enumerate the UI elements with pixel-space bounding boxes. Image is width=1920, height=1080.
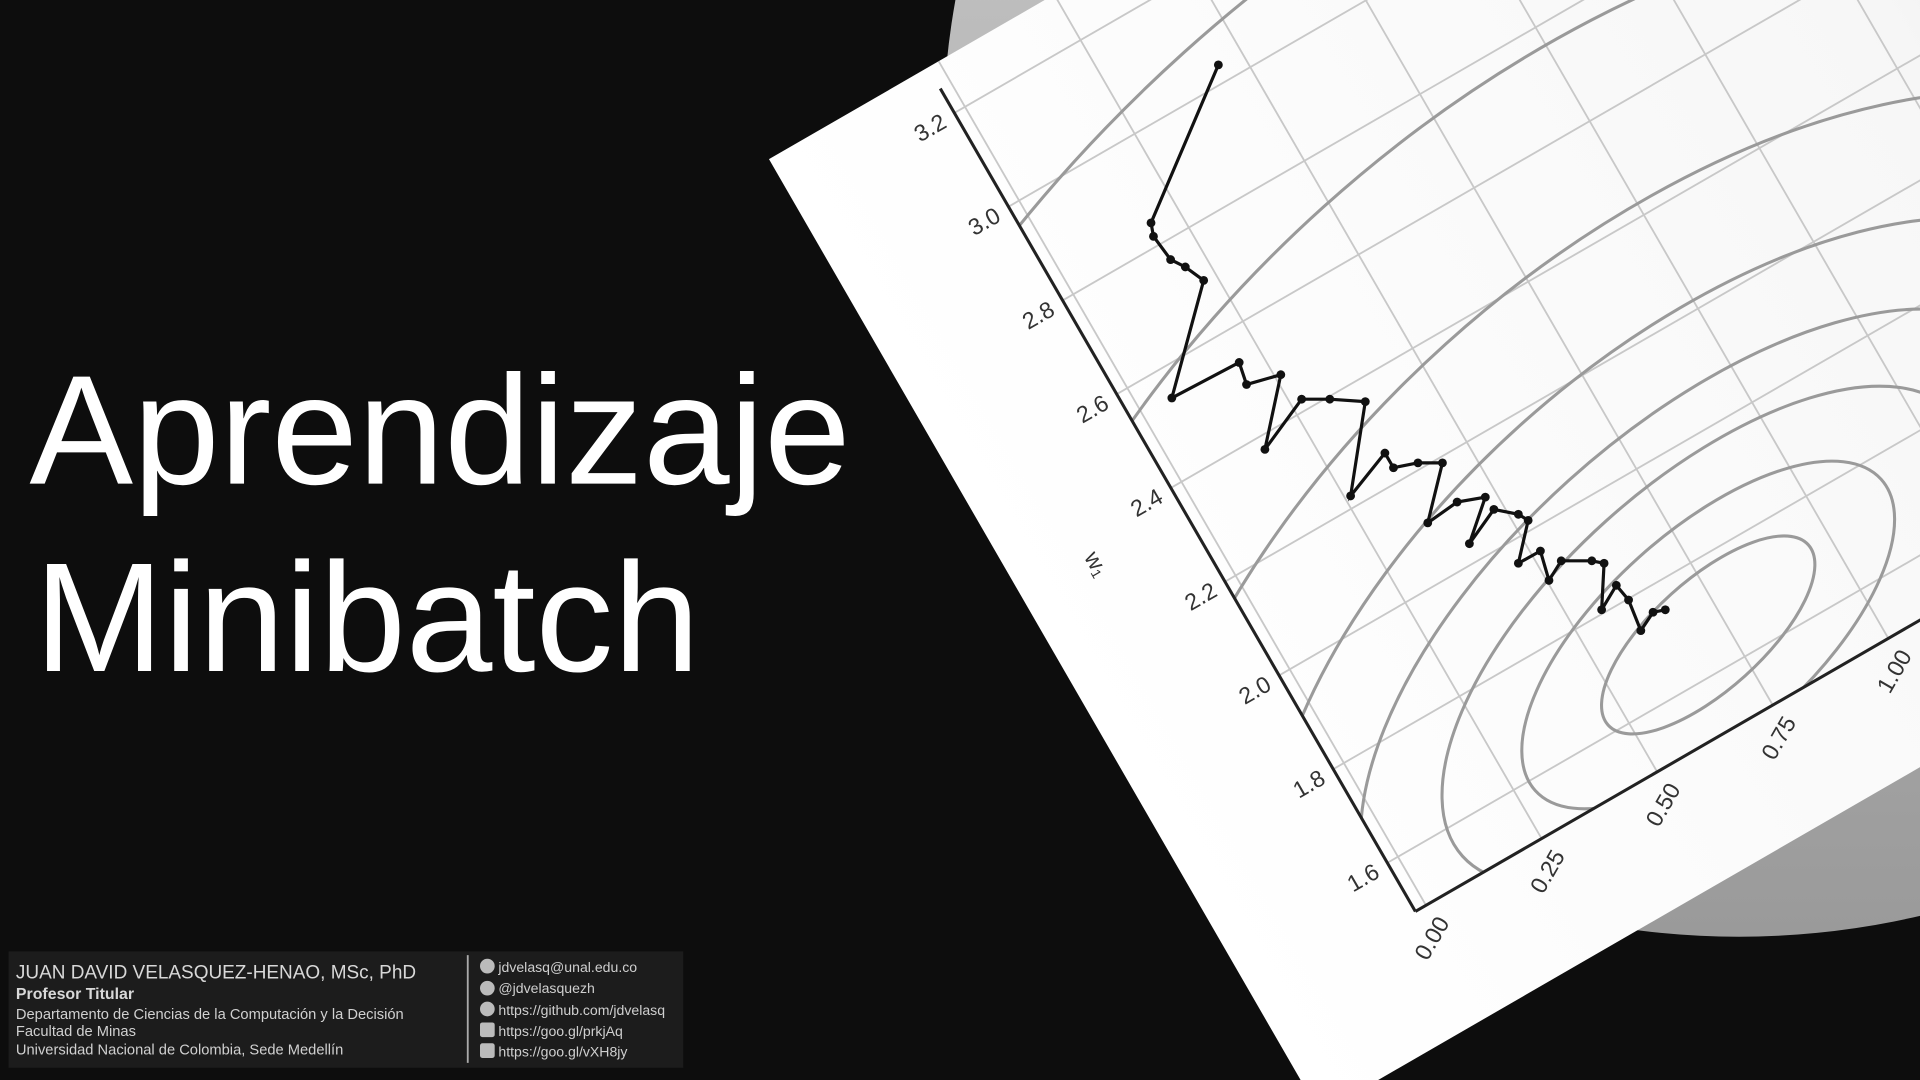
- grid-line: [1515, 0, 1920, 573]
- affiliation: Departamento de Ciencias de la Computaci…: [16, 1007, 404, 1023]
- contact[interactable]: jdvelasq@unal.edu.co: [497, 959, 637, 975]
- path-point: [1389, 463, 1398, 473]
- grid-line: [937, 60, 1427, 906]
- path-point: [1599, 558, 1609, 568]
- path-point: [1438, 458, 1447, 468]
- grid-line: [1116, 0, 1920, 395]
- path-point: [1597, 605, 1607, 615]
- grid-line: [1224, 0, 1920, 583]
- path-point: [1413, 458, 1423, 468]
- path-point: [1544, 576, 1554, 585]
- github-icon: [480, 1001, 495, 1017]
- path-point: [1166, 255, 1176, 264]
- contact[interactable]: https://goo.gl/prkjAq: [498, 1023, 622, 1039]
- path-point: [1523, 516, 1533, 525]
- contour: [946, 0, 1920, 912]
- twitter-icon: [480, 980, 495, 996]
- path-point: [1213, 60, 1223, 70]
- contact-icons: [480, 958, 495, 1058]
- x-axis: [1414, 83, 1920, 913]
- path-point: [1624, 595, 1633, 605]
- slide-title: Aprendizaje: [29, 343, 850, 517]
- path-point: [1611, 580, 1621, 590]
- author-name: JUAN DAVID VELASQUEZ-HENAO, MSc, PhD: [16, 962, 416, 983]
- contour: [1600, 534, 1817, 736]
- path-point: [1360, 397, 1370, 407]
- path-point: [1648, 607, 1658, 617]
- path-point: [1636, 626, 1646, 636]
- contour: [928, 0, 1920, 912]
- path-point: [1325, 394, 1335, 404]
- path-point: [1146, 218, 1156, 228]
- path-point: [1513, 509, 1523, 519]
- path-point: [1480, 492, 1490, 502]
- path-point: [1149, 231, 1158, 241]
- grid-line: [1653, 0, 1920, 493]
- grid-line: [1008, 0, 1920, 208]
- slide-title: Minibatch: [34, 530, 700, 704]
- path-point: [1556, 556, 1566, 566]
- path-point: [1423, 518, 1433, 528]
- grid-line: [1400, 0, 1890, 639]
- path-point: [1199, 276, 1209, 285]
- affiliation: Universidad Nacional de Colombia, Sede M…: [16, 1042, 343, 1058]
- path-point: [1660, 605, 1670, 615]
- grid-line: [1386, 35, 1920, 864]
- grid-line: [1278, 0, 1920, 677]
- email-icon: [480, 958, 495, 974]
- footer-box: [8, 951, 684, 1068]
- trajectory-points: [1146, 60, 1670, 636]
- path-point: [1346, 491, 1356, 501]
- path-point: [1234, 358, 1244, 367]
- author-position: Profesor Titular: [16, 986, 134, 1003]
- path-point: [1260, 444, 1270, 454]
- path-point: [1297, 394, 1307, 404]
- path-point: [1464, 539, 1474, 549]
- grid-line: [1053, 0, 1543, 840]
- contact[interactable]: @jdvelasquezh: [498, 980, 594, 996]
- grid-line: [1169, 0, 1658, 773]
- path-point: [1452, 497, 1462, 507]
- grid-line: [1062, 0, 1920, 302]
- path-point: [1276, 370, 1286, 380]
- contour: [1133, 89, 1920, 912]
- grid: [937, 0, 1920, 906]
- path-point: [1167, 393, 1177, 403]
- contact[interactable]: https://goo.gl/vXH8jy: [498, 1044, 628, 1060]
- path-point: [1489, 504, 1499, 514]
- path-point: [1536, 546, 1545, 556]
- path-point: [1180, 262, 1190, 272]
- path-point: [1513, 558, 1523, 568]
- linkedin-icon: [480, 1022, 495, 1038]
- y-axis: [938, 87, 1417, 913]
- grid-line: [1170, 0, 1920, 489]
- figure: w₁ 3.23.02.82.62.42.22.01.81.60.000.250.…: [768, 0, 1920, 1080]
- affiliation: Facultad de Minas: [16, 1024, 136, 1040]
- paper: [768, 0, 1920, 1080]
- grid-line: [1284, 0, 1774, 706]
- contact[interactable]: https://github.com/jdvelasq: [498, 1002, 665, 1018]
- footer: JUAN DAVID VELASQUEZ-HENAO, MSc, PhD Pro…: [8, 951, 684, 1068]
- researchgate-icon: [480, 1043, 495, 1058]
- path-point: [1242, 380, 1251, 389]
- path-point: [1380, 448, 1390, 458]
- path-point: [1587, 556, 1597, 566]
